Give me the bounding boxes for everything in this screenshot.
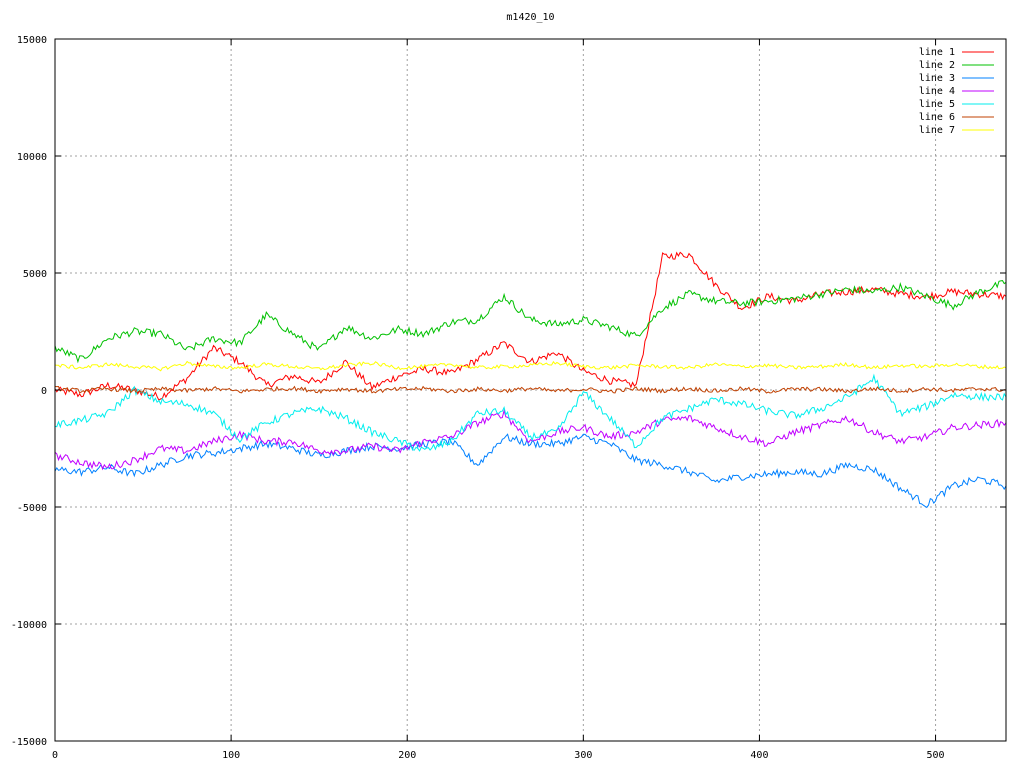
chart-title: m1420_10	[506, 12, 555, 23]
y-tick-label: 10000	[17, 152, 47, 163]
series-line-4	[54, 408, 1007, 471]
y-tick-label: 5000	[23, 269, 47, 280]
x-tick-label: 400	[750, 750, 768, 761]
series-line-3	[54, 433, 1007, 509]
series-line-6	[54, 385, 1007, 394]
legend-label-2: line 2	[919, 60, 955, 71]
series-line-7	[54, 360, 1007, 372]
y-tick-label: -5000	[17, 503, 47, 514]
x-tick-label: 0	[52, 750, 58, 761]
series-line-5	[54, 373, 1007, 452]
y-tick-label: 15000	[17, 35, 47, 46]
legend-label-6: line 6	[919, 112, 955, 123]
series-line-2	[54, 280, 1007, 364]
y-tick-label: -15000	[11, 737, 47, 748]
legend-label-4: line 4	[919, 86, 955, 97]
grid-lines	[55, 39, 1006, 741]
legend-label-3: line 3	[919, 73, 955, 84]
y-tick-label: -10000	[11, 620, 47, 631]
x-tick-label: 200	[398, 750, 416, 761]
axis-ticks: 0 100 200 300 400 500 -15000 -10000 -5000 0 5000 10…	[11, 35, 1006, 761]
x-tick-label: 100	[222, 750, 240, 761]
legend-label-7: line 7	[919, 125, 955, 136]
series-layer	[54, 251, 1007, 509]
series-line-1	[54, 251, 1007, 401]
legend: line 1 line 2 line 3 line 4 line 5 line 6 line…	[919, 47, 994, 136]
y-tick-label: 0	[41, 386, 47, 397]
x-tick-label: 300	[574, 750, 592, 761]
legend-label-5: line 5	[919, 99, 955, 110]
legend-label-1: line 1	[919, 47, 955, 58]
x-tick-label: 500	[927, 750, 945, 761]
